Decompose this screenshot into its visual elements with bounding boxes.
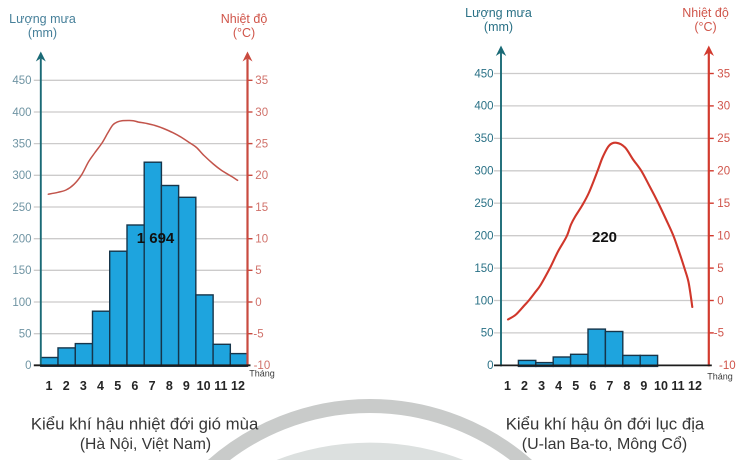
svg-text:50: 50: [19, 329, 32, 341]
svg-text:8: 8: [166, 379, 173, 393]
svg-text:5: 5: [717, 263, 723, 275]
svg-text:350: 350: [12, 138, 31, 150]
svg-text:220: 220: [592, 229, 617, 246]
svg-text:450: 450: [12, 75, 31, 87]
svg-text:0: 0: [255, 297, 261, 309]
svg-text:3: 3: [80, 379, 87, 393]
svg-text:35: 35: [717, 68, 730, 80]
svg-text:1: 1: [504, 379, 511, 393]
svg-text:35: 35: [255, 75, 268, 87]
svg-text:150: 150: [12, 265, 31, 277]
svg-text:9: 9: [183, 379, 190, 393]
svg-text:12: 12: [231, 379, 245, 393]
svg-text:200: 200: [12, 234, 31, 246]
svg-text:300: 300: [474, 166, 493, 178]
svg-text:4: 4: [555, 379, 562, 393]
svg-text:7: 7: [606, 379, 613, 393]
svg-text:4: 4: [97, 379, 104, 393]
svg-text:15: 15: [717, 198, 730, 210]
svg-text:0: 0: [25, 360, 31, 372]
svg-text:0: 0: [487, 360, 493, 372]
svg-text:50: 50: [481, 328, 494, 340]
svg-text:300: 300: [12, 170, 31, 182]
svg-text:Kiểu khí hậu ôn đới lục địa: Kiểu khí hậu ôn đới lục địa: [506, 415, 705, 434]
svg-text:5: 5: [255, 265, 261, 277]
svg-text:-10: -10: [254, 360, 271, 372]
svg-text:Nhiệt độ: Nhiệt độ: [221, 12, 268, 26]
svg-text:6: 6: [131, 379, 138, 393]
svg-text:30: 30: [255, 107, 268, 119]
svg-text:-5: -5: [253, 329, 263, 341]
svg-text:1: 1: [46, 379, 53, 393]
svg-text:10: 10: [255, 234, 268, 246]
svg-text:3: 3: [538, 379, 545, 393]
svg-text:100: 100: [474, 295, 493, 307]
svg-text:6: 6: [589, 379, 596, 393]
svg-text:(mm): (mm): [484, 20, 513, 34]
svg-text:400: 400: [12, 107, 31, 119]
svg-text:20: 20: [717, 166, 730, 178]
svg-text:10: 10: [717, 231, 730, 243]
svg-text:400: 400: [474, 101, 493, 113]
svg-text:450: 450: [474, 68, 493, 80]
svg-text:9: 9: [640, 379, 647, 393]
svg-text:(mm): (mm): [28, 26, 57, 40]
svg-text:10: 10: [197, 379, 211, 393]
svg-text:-5: -5: [714, 328, 724, 340]
svg-text:150: 150: [474, 263, 493, 275]
svg-text:Tháng: Tháng: [707, 372, 733, 382]
svg-text:7: 7: [149, 379, 156, 393]
svg-text:(°C): (°C): [694, 20, 716, 34]
svg-text:Kiểu khí hậu nhiệt đới gió mùa: Kiểu khí hậu nhiệt đới gió mùa: [31, 415, 259, 434]
svg-text:Nhiệt độ: Nhiệt độ: [682, 6, 729, 20]
svg-text:-10: -10: [719, 360, 736, 372]
svg-text:2: 2: [63, 379, 70, 393]
svg-text:1 694: 1 694: [137, 230, 175, 247]
svg-text:100: 100: [12, 297, 31, 309]
svg-text:5: 5: [572, 379, 579, 393]
svg-text:250: 250: [12, 202, 31, 214]
svg-text:11: 11: [214, 379, 227, 393]
svg-text:Tháng: Tháng: [249, 369, 275, 379]
svg-text:15: 15: [255, 202, 268, 214]
svg-text:(°C): (°C): [233, 26, 255, 40]
svg-text:250: 250: [474, 198, 493, 210]
svg-text:(Hà Nội, Việt Nam): (Hà Nội, Việt Nam): [80, 436, 211, 453]
svg-text:25: 25: [717, 133, 730, 145]
svg-text:20: 20: [255, 170, 268, 182]
svg-text:2: 2: [521, 379, 528, 393]
svg-text:350: 350: [474, 133, 493, 145]
svg-text:8: 8: [623, 379, 630, 393]
svg-text:10: 10: [654, 379, 668, 393]
svg-text:200: 200: [474, 231, 493, 243]
svg-text:30: 30: [717, 101, 730, 113]
svg-text:0: 0: [717, 295, 723, 307]
svg-text:Lượng mưa: Lượng mưa: [465, 6, 532, 20]
svg-text:Lượng mưa: Lượng mưa: [9, 12, 76, 26]
svg-text:11: 11: [671, 379, 684, 393]
svg-text:5: 5: [114, 379, 121, 393]
svg-text:12: 12: [688, 379, 702, 393]
svg-text:(U-lan Ba-to, Mông Cổ): (U-lan Ba-to, Mông Cổ): [522, 435, 687, 453]
svg-text:25: 25: [255, 138, 268, 150]
